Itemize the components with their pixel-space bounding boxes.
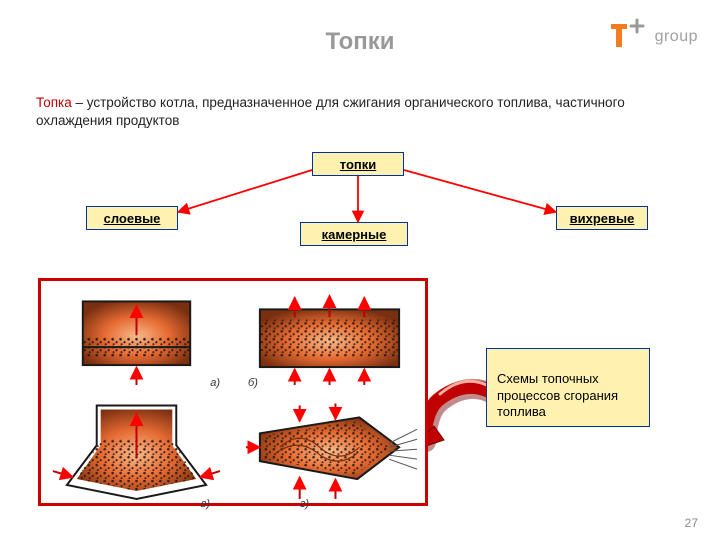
callout-text: Схемы топочных процессов сгорания топлив… [497, 371, 618, 419]
definition-term: Топка [36, 95, 72, 110]
node-vortex: вихревые [556, 206, 648, 230]
node-layered: слоевые [86, 206, 178, 230]
node-chamber-label: камерные [322, 227, 387, 242]
logo: group [609, 18, 698, 55]
caption-b: б) [248, 377, 258, 389]
logo-icon [609, 18, 649, 55]
caption-d: г) [300, 498, 309, 510]
diagram-a: а) [47, 287, 226, 391]
definition-text: Топка – устройство котла, предназначенно… [36, 94, 684, 130]
illustration-frame: а) б) [38, 278, 428, 506]
page-number: 27 [685, 516, 698, 530]
node-root: топки [312, 152, 404, 176]
caption-c: в) [201, 498, 210, 510]
node-root-label: топки [340, 157, 377, 172]
diagram-b: б) [240, 287, 419, 391]
diagram-c: в) [47, 397, 226, 511]
node-vortex-label: вихревые [570, 211, 635, 226]
definition-rest: – устройство котла, предназначенное для … [36, 95, 625, 128]
node-layered-label: слоевые [104, 211, 161, 226]
node-chamber: камерные [300, 222, 408, 246]
logo-text: group [655, 28, 698, 46]
caption-a: а) [210, 377, 220, 389]
callout-box: Схемы топочных процессов сгорания топлив… [486, 348, 650, 427]
diagram-d: г) [240, 397, 419, 511]
